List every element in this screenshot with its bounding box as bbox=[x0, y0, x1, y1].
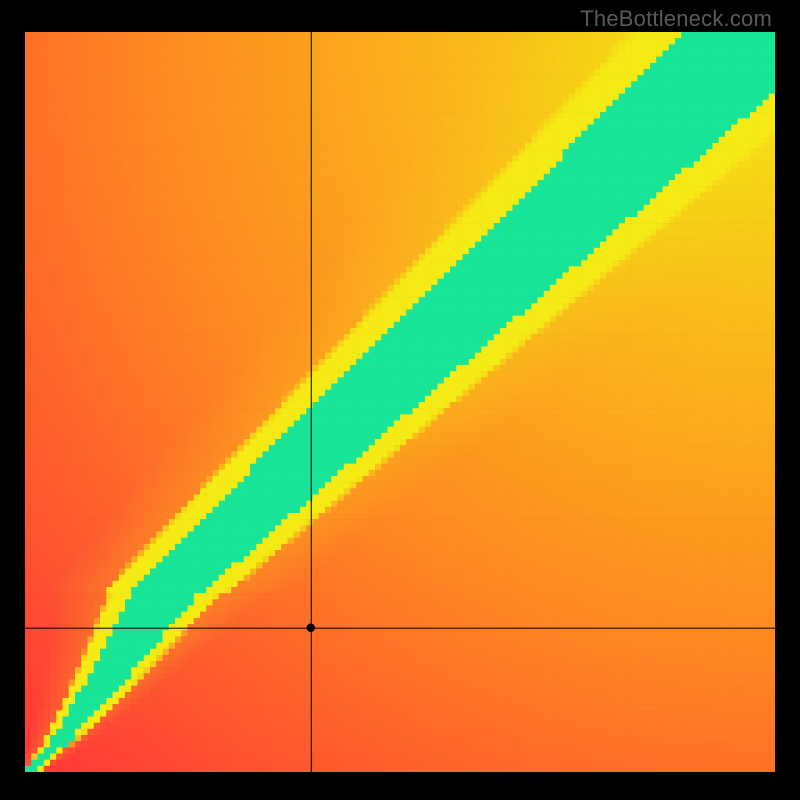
plot-area bbox=[25, 32, 775, 772]
watermark-text: TheBottleneck.com bbox=[580, 6, 772, 32]
heatmap-canvas bbox=[25, 32, 775, 772]
chart-container: TheBottleneck.com bbox=[0, 0, 800, 800]
